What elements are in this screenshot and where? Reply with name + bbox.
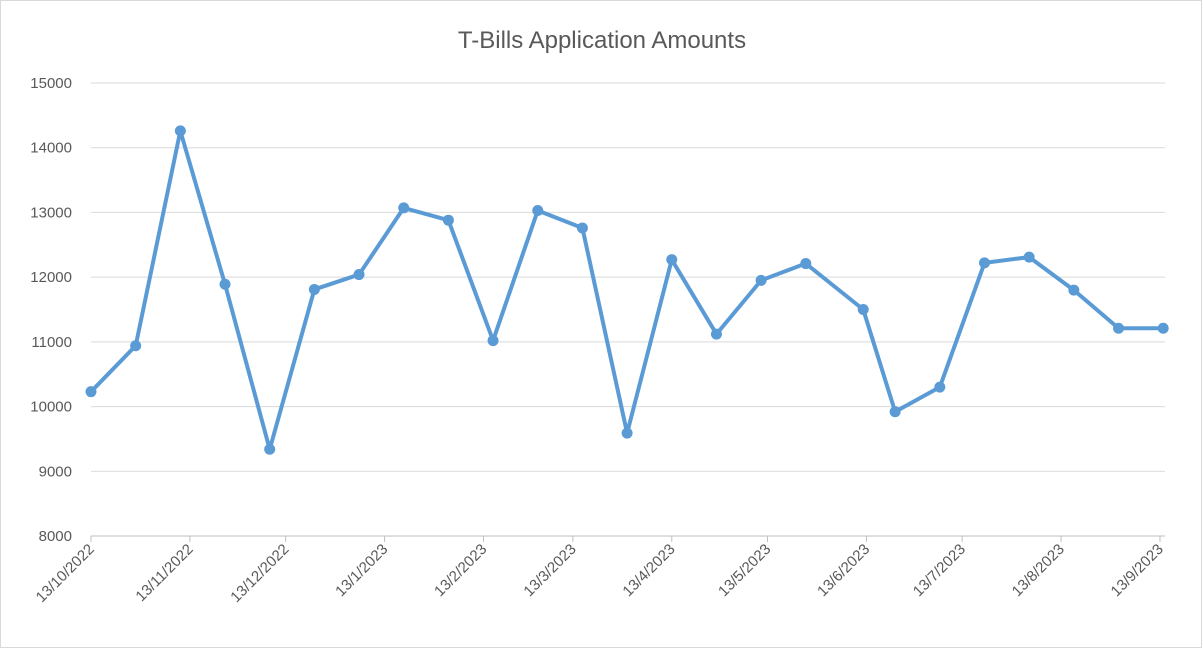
data-point xyxy=(576,222,588,234)
data-point xyxy=(710,328,722,340)
data-point xyxy=(857,304,869,315)
data-point xyxy=(621,427,633,439)
data-point xyxy=(353,269,365,281)
y-tick-label: 15000 xyxy=(30,75,72,92)
data-point xyxy=(934,381,946,393)
data-point xyxy=(666,254,678,266)
data-point xyxy=(755,274,767,286)
y-tick-label: 9000 xyxy=(39,463,72,480)
data-point xyxy=(1023,251,1035,263)
data-point xyxy=(219,278,231,290)
data-point xyxy=(978,257,990,269)
data-point xyxy=(487,335,499,347)
data-point xyxy=(85,386,97,398)
data-point xyxy=(1157,322,1169,334)
y-tick-label: 8000 xyxy=(39,528,72,545)
data-point xyxy=(889,406,901,418)
data-point xyxy=(398,202,410,214)
data-point xyxy=(308,283,320,295)
data-point xyxy=(1068,284,1080,296)
y-tick-label: 12000 xyxy=(30,269,72,286)
data-point xyxy=(130,340,142,352)
data-point xyxy=(264,443,276,455)
y-tick-label: 10000 xyxy=(30,399,72,416)
chart-title: T-Bills Application Amounts xyxy=(458,27,746,54)
data-point xyxy=(174,125,186,137)
data-point xyxy=(442,214,454,226)
data-point xyxy=(800,258,812,270)
y-tick-label: 11000 xyxy=(31,334,72,351)
y-tick-label: 13000 xyxy=(30,204,72,221)
y-tick-label: 14000 xyxy=(30,140,72,157)
data-point xyxy=(532,204,544,216)
data-point xyxy=(1113,322,1125,334)
